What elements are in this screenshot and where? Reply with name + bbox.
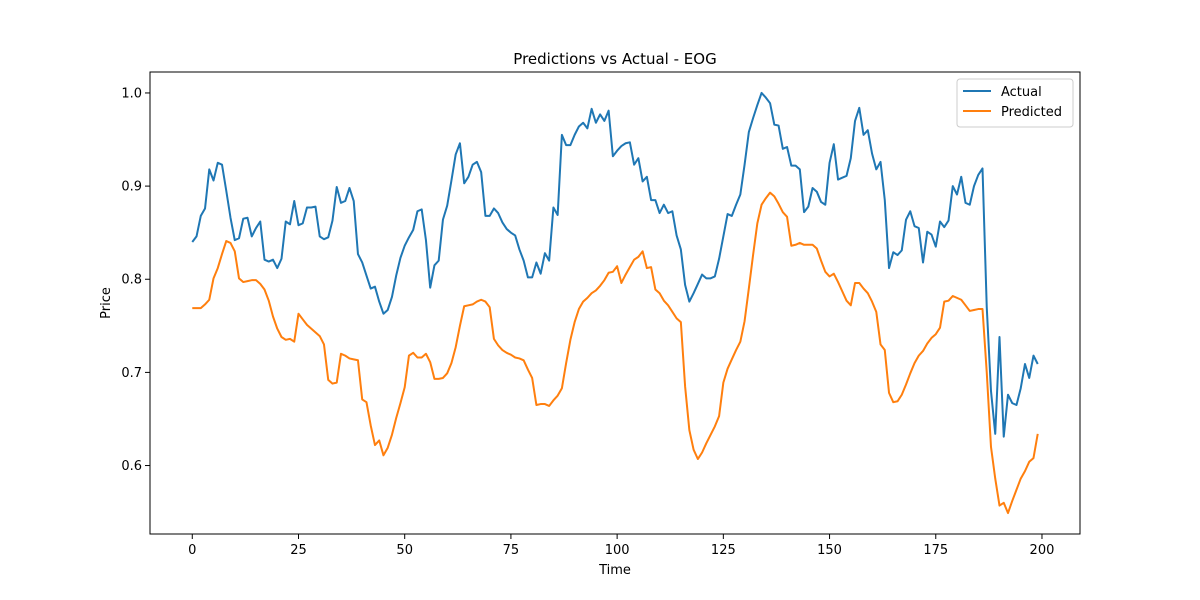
x-tick-label: 175	[923, 543, 948, 558]
y-tick-label: 0.9	[121, 180, 142, 195]
plot-frame	[149, 71, 1081, 535]
y-tick-label: 1.0	[121, 86, 142, 101]
y-tick-label: 0.7	[121, 366, 142, 381]
series-line-predicted	[192, 191, 1039, 515]
series-layer	[191, 91, 1039, 515]
x-tick-label: 150	[817, 543, 842, 558]
x-axis-title: Time	[598, 563, 631, 578]
legend-label-predicted: Predicted	[1001, 105, 1062, 120]
x-tick-label: 50	[396, 543, 413, 558]
x-tick-label: 25	[290, 543, 307, 558]
x-tick-label: 200	[1030, 543, 1055, 558]
series-line-actual	[191, 91, 1039, 438]
x-tick-label: 75	[503, 543, 520, 558]
x-tick-label: 125	[711, 543, 736, 558]
y-tick-label: 0.6	[121, 459, 142, 474]
y-axis: 0.6 0.7 0.8 0.9 1.0	[121, 86, 150, 474]
legend-label-actual: Actual	[1001, 85, 1042, 100]
y-axis-title: Price	[99, 287, 114, 319]
x-tick-label: 100	[605, 543, 630, 558]
x-tick-label: 0	[188, 543, 196, 558]
chart-title: Predictions vs Actual - EOG	[513, 50, 716, 68]
plot-area	[149, 71, 1081, 535]
legend: Actual Predicted	[956, 78, 1074, 128]
x-axis: 0 25 50 75 100 125 150 175 200	[188, 534, 1054, 558]
y-tick-label: 0.8	[121, 273, 142, 288]
